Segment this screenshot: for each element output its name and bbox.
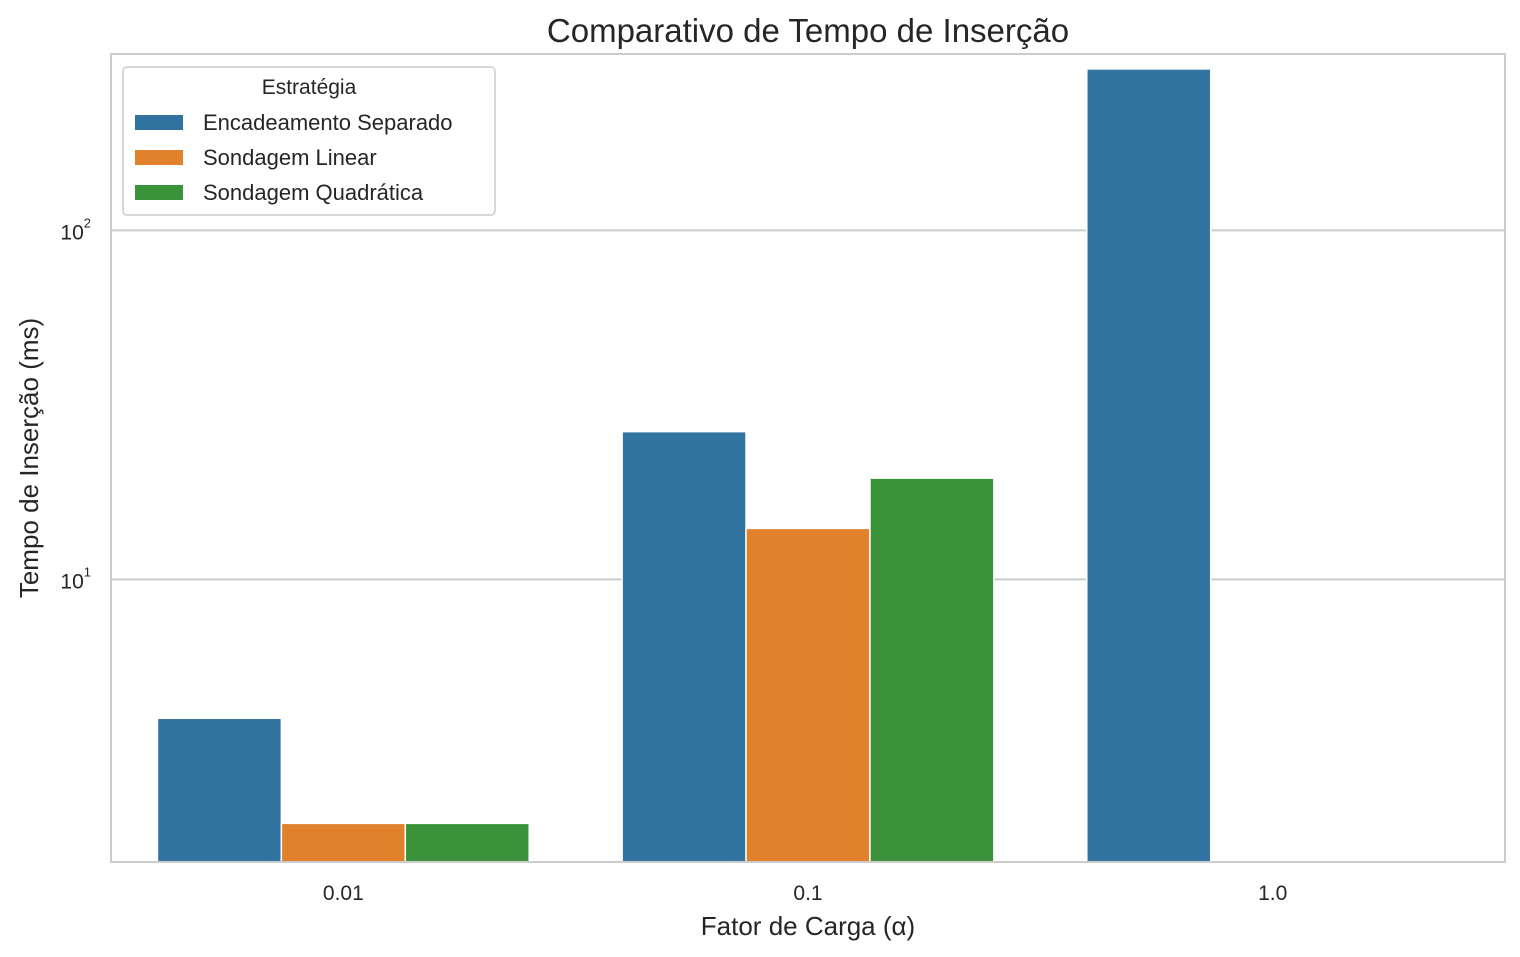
y-tick-label: 102 — [60, 215, 91, 244]
x-tick-label: 0.1 — [793, 882, 822, 905]
legend-title: Estratégia — [262, 76, 357, 99]
chart-title: Comparativo de Tempo de Inserção — [547, 12, 1069, 49]
bar — [156, 717, 283, 863]
legend: Estratégia Encadeamento Separado Sondagem… — [122, 66, 496, 216]
legend-label: Encadeamento Separado — [203, 110, 453, 135]
legend-label: Sondagem Quadrática — [203, 180, 424, 205]
y-tick-labels: 101 102 — [60, 215, 91, 593]
legend-items: Encadeamento Separado Sondagem Linear Sond… — [135, 110, 453, 205]
x-tick-labels: 0.01 0.1 1.0 — [323, 882, 1287, 905]
y-tick-label: 101 — [60, 564, 91, 593]
legend-label: Sondagem Linear — [203, 145, 377, 170]
bar — [1086, 68, 1212, 863]
legend-box — [122, 66, 496, 216]
bar — [280, 822, 407, 863]
x-axis-label: Fator de Carga (α) — [701, 911, 915, 941]
bar — [745, 527, 871, 863]
grid-lines — [111, 229, 1505, 581]
bar — [621, 430, 747, 863]
legend-swatch — [135, 185, 183, 200]
y-axis-label: Tempo de Inserção (ms) — [14, 318, 44, 598]
legend-swatch — [135, 150, 183, 165]
legend-swatch — [135, 115, 183, 130]
plot-frame — [110, 53, 1506, 863]
x-tick-label: 0.01 — [323, 882, 364, 905]
bar — [869, 477, 995, 863]
bar — [404, 822, 530, 863]
x-tick-label: 1.0 — [1258, 882, 1287, 905]
bars — [156, 68, 1212, 863]
